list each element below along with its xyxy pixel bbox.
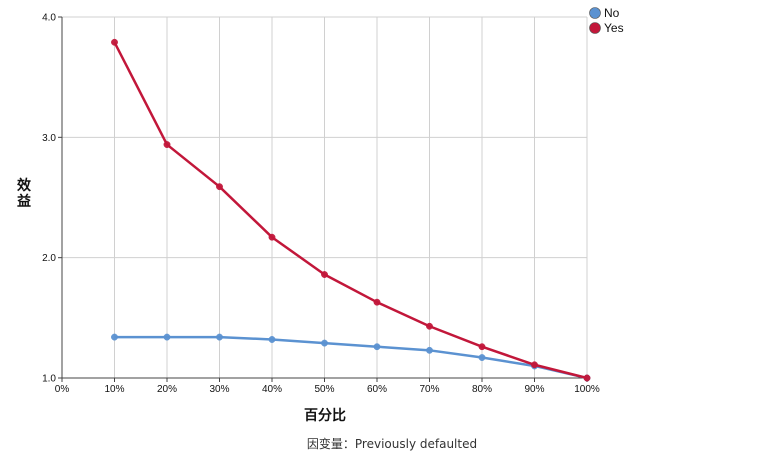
x-tick-labels: 0% 10% 20% 30% 40% 50% 60% 70% 80% 90% 100% [55,378,600,395]
legend-marker-yes [589,22,601,34]
data-point-yes-7 [478,343,486,351]
caption: 因变量：Previously defaulted [307,436,477,451]
data-point-no-1 [163,333,171,341]
x-tick-label-1: 10% [104,384,124,395]
data-point-no-2 [216,333,223,341]
x-tick-label-8: 80% [472,384,492,395]
x-axis-label: 百分比 [304,407,346,424]
data-point-yes-5 [373,298,381,306]
data-point-no-0 [111,333,118,341]
y-axis-label-char-1: 效 [17,177,32,194]
data-point-yes-4 [321,271,328,278]
data-point-no-5 [373,343,381,351]
y-tick-label-3: 4.0 [42,13,56,24]
data-point-yes-1 [163,141,171,149]
series-layer [111,38,591,382]
data-point-yes-6 [426,322,433,330]
data-point-yes-9 [583,374,591,382]
x-tick-label-2: 20% [157,384,177,395]
legend-marker-no [589,7,601,19]
data-point-no-4 [321,339,328,347]
data-point-no-7 [478,354,486,361]
y-tick-label-2: 3.0 [42,133,56,144]
series-line-yes [113,41,588,380]
y-tick-label-0: 1.0 [42,374,56,385]
data-point-yes-3 [268,233,276,241]
legend: No Yes [589,6,624,35]
x-tick-label-3: 30% [209,384,229,395]
data-point-no-6 [426,346,433,354]
x-tick-label-4: 40% [262,384,282,395]
x-tick-label-9: 90% [524,384,544,395]
legend-label-yes: Yes [604,21,624,35]
data-point-yes-0 [111,38,118,46]
x-tick-label-7: 70% [419,384,439,395]
x-tick-label-0: 0% [55,384,70,395]
x-tick-label-6: 60% [367,384,387,395]
x-tick-label-5: 50% [314,384,334,395]
y-tick-label-1: 2.0 [42,253,56,264]
data-point-no-3 [268,336,276,343]
legend-label-no: No [604,6,620,20]
y-tick-labels: 1.0 2.0 3.0 4.0 [42,13,62,385]
data-point-yes-2 [216,183,223,191]
x-tick-label-10: 100% [574,384,600,395]
data-point-yes-8 [531,361,538,369]
y-axis-label-char-2: 益 [17,193,31,210]
gridlines [62,16,588,378]
series-line-no [114,335,588,380]
